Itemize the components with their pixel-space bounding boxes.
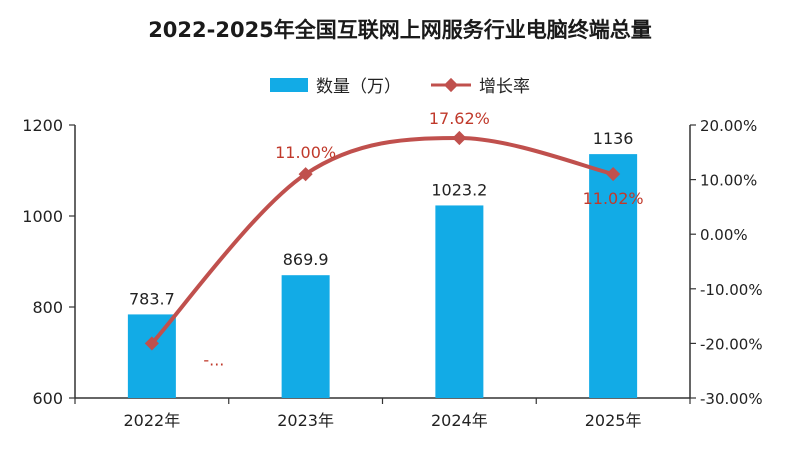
y-right-tick-label: -30.00% <box>700 390 763 408</box>
y-right-tick-label: 0.00% <box>700 226 748 244</box>
legend-label-line: 增长率 <box>479 77 530 97</box>
y-right-tick-label: 10.00% <box>700 172 757 190</box>
bar-data-label: 869.9 <box>283 250 329 269</box>
legend-swatch-bar <box>270 77 308 92</box>
chart-title: 2022-2025年全国互联网上网服务行业电脑终端总量 <box>148 18 652 42</box>
legend-swatch-line <box>431 77 471 92</box>
growth-point <box>144 336 159 351</box>
bar-data-label: 1136 <box>593 129 634 148</box>
y-left-tick-label: 600 <box>32 389 63 408</box>
y-left-tick-label: 1200 <box>22 116 63 135</box>
growth-data-label: -... <box>203 350 224 369</box>
y-left-tick-label: 800 <box>32 298 63 317</box>
x-tick-label: 2025年 <box>585 411 642 430</box>
legend-label-bar: 数量（万） <box>316 77 401 97</box>
growth-line <box>150 135 614 345</box>
x-tick-label: 2023年 <box>277 411 334 430</box>
growth-data-label: 11.02% <box>583 189 644 208</box>
legend: 数量（万） 增长率 <box>0 72 800 97</box>
growth-point <box>452 130 467 146</box>
bar <box>281 275 330 398</box>
growth-point <box>606 166 621 182</box>
bar <box>589 154 638 398</box>
growth-point <box>298 167 313 182</box>
y-right-tick-label: -10.00% <box>700 281 763 299</box>
legend-item-line: 增长率 <box>431 72 530 97</box>
y-left-tick-label: 1000 <box>22 207 63 226</box>
growth-data-label: 11.00% <box>275 143 336 162</box>
bar <box>435 205 484 398</box>
legend-item-bar: 数量（万） <box>270 72 401 97</box>
y-right-tick-label: 20.00% <box>700 117 757 135</box>
bar-data-label: 783.7 <box>129 289 175 308</box>
x-tick-label: 2024年 <box>431 411 488 430</box>
bar <box>127 314 176 398</box>
x-tick-label: 2022年 <box>124 411 181 430</box>
growth-data-label: 17.62% <box>429 109 490 128</box>
bar-data-label: 1023.2 <box>431 180 487 199</box>
y-right-tick-label: -20.00% <box>700 335 763 353</box>
